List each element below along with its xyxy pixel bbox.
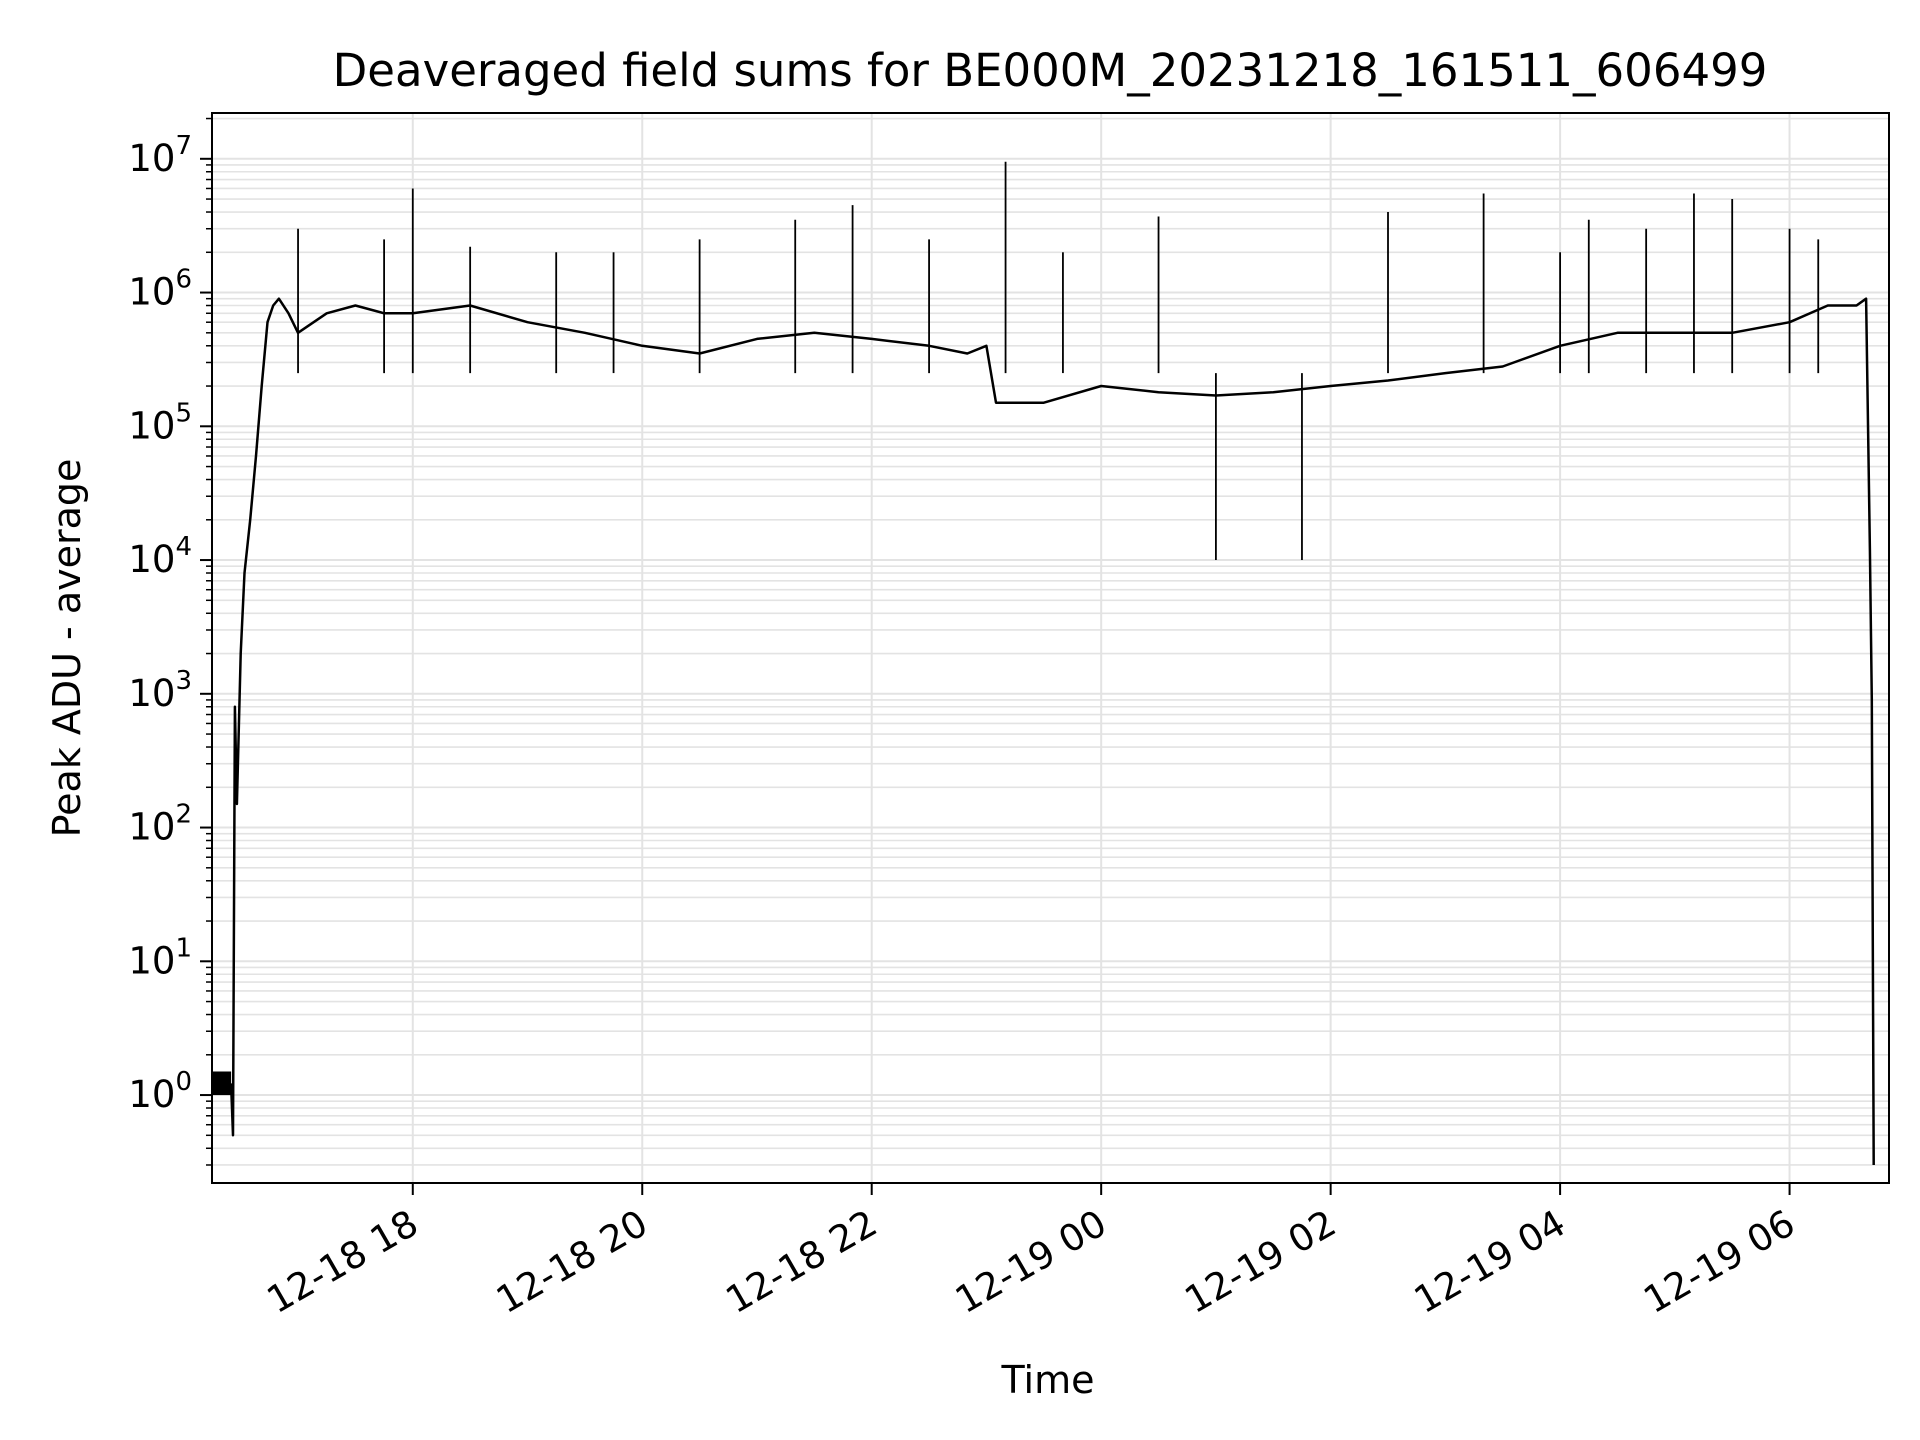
chart-title: Deaveraged field sums for BE000M_2023121… — [333, 44, 1768, 97]
y-tick-label: 107 — [128, 131, 192, 180]
y-tick-label: 103 — [128, 666, 192, 715]
y-tick-label-base: 10 — [128, 538, 175, 581]
y-tick-label-exponent: 5 — [175, 398, 192, 428]
grid-layer — [212, 113, 1889, 1183]
y-tick-label-base: 10 — [128, 806, 175, 849]
plot-frame — [211, 112, 1890, 1184]
y-tick-label-exponent: 1 — [175, 933, 192, 963]
series-initial-plateau — [212, 1071, 232, 1096]
y-tick-label-exponent: 6 — [175, 265, 192, 295]
y-axis-title: Peak ADU - average — [45, 459, 89, 838]
y-tick-label-exponent: 7 — [175, 131, 192, 161]
y-tick-label-base: 10 — [128, 404, 175, 447]
y-tick-label-base: 10 — [128, 137, 175, 180]
data-series-layer — [212, 161, 1875, 1166]
y-tick-label-base: 10 — [128, 1073, 175, 1116]
y-tick-label: 100 — [128, 1067, 192, 1116]
y-tick-label-base: 10 — [128, 672, 175, 715]
y-tick-label: 104 — [128, 532, 192, 581]
y-tick-label: 106 — [128, 265, 192, 314]
y-tick-label-exponent: 2 — [175, 800, 192, 830]
y-tick-label: 105 — [128, 398, 192, 447]
x-axis-title: Time — [1001, 1358, 1095, 1402]
y-tick-label: 102 — [128, 800, 192, 849]
y-tick-label-exponent: 3 — [175, 666, 192, 696]
y-tick-label-base: 10 — [128, 271, 175, 314]
y-tick-label: 101 — [128, 933, 192, 982]
y-tick-label-base: 10 — [128, 939, 175, 982]
y-tick-label-exponent: 4 — [175, 532, 192, 562]
y-tick-label-exponent: 0 — [175, 1067, 192, 1097]
